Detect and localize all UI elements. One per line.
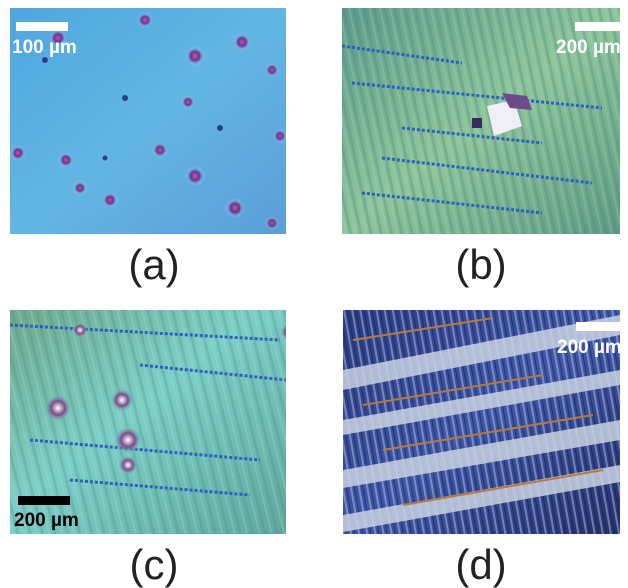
scale-label-c: 200 µm [14, 510, 79, 531]
scale-label-d: 200 µm [557, 337, 620, 358]
scale-label-b: 200 µm [556, 37, 620, 58]
scale-bar-a [16, 22, 68, 31]
scale-label-a: 100 µm [12, 37, 77, 58]
micrograph-d-image [343, 310, 620, 534]
micrograph-a-image [10, 8, 286, 234]
scale-bar-d [576, 322, 620, 331]
brown-streaks-d [352, 317, 604, 506]
crystal-chains-c [10, 323, 286, 497]
panel-label-a: (a) [128, 241, 180, 288]
panel-label-d: (d) [455, 541, 507, 588]
scale-bar-b [575, 22, 620, 31]
silver-bands-d [343, 315, 620, 532]
scale-bar-c [18, 496, 70, 505]
panel-label-b: (b) [455, 241, 507, 288]
micrograph-panel-c: 200 µm [10, 310, 286, 534]
crystal-chains-b [342, 44, 603, 215]
micrograph-panel-a: 100 µm [10, 8, 286, 234]
bright-crystal-b [472, 93, 532, 136]
crystal-spots-a [10, 12, 286, 230]
micrograph-panel-b: 200 µm [342, 8, 620, 234]
micrograph-panel-d: 200 µm [343, 310, 620, 534]
panel-label-c: (c) [129, 541, 179, 588]
bright-crystals-c [44, 322, 286, 475]
micrograph-b-image [342, 8, 620, 234]
